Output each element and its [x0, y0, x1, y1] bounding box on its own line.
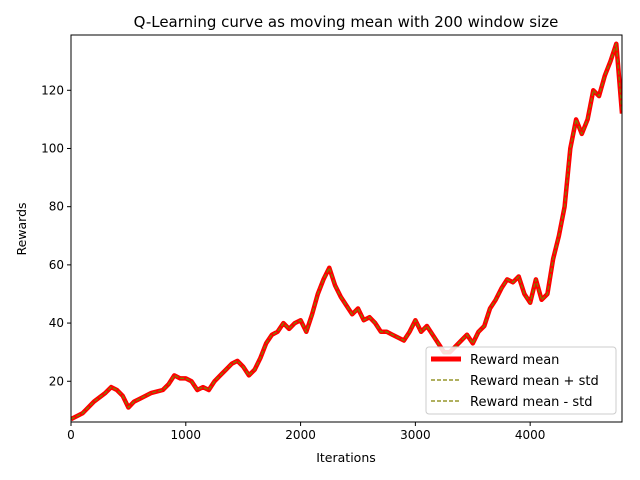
x-axis-label: Iterations [316, 450, 376, 465]
y-tick-label: 60 [49, 258, 64, 272]
x-tick-label: 1000 [171, 428, 202, 442]
y-tick-label: 20 [49, 374, 64, 388]
legend-entry-label: Reward mean [470, 353, 559, 368]
legend-entry-label: Reward mean + std [470, 374, 599, 389]
x-tick-label: 3000 [400, 428, 431, 442]
x-tick-label: 2000 [285, 428, 316, 442]
legend-box [425, 346, 617, 415]
legend: Reward mean Reward mean + std Reward mean … [425, 346, 617, 415]
y-tick-label: 40 [49, 316, 64, 330]
plot-frame [70, 34, 623, 423]
y-tick-label: 80 [49, 200, 64, 214]
plot-area [71, 41, 622, 422]
legend-entry-label: Reward mean - std [470, 395, 593, 410]
x-tick-label: 0 [67, 428, 75, 442]
x-axis: 0 1000 2000 3000 4000 [67, 422, 545, 442]
y-tick-label: 100 [41, 141, 64, 155]
y-axis-label: Rewards [14, 202, 29, 255]
y-tick-label: 120 [41, 83, 64, 97]
chart-title: Q-Learning curve as moving mean with 200… [134, 13, 559, 31]
x-tick-label: 4000 [515, 428, 546, 442]
y-axis: 20 40 60 80 100 120 [41, 83, 71, 388]
series-line-3 [71, 43, 622, 420]
